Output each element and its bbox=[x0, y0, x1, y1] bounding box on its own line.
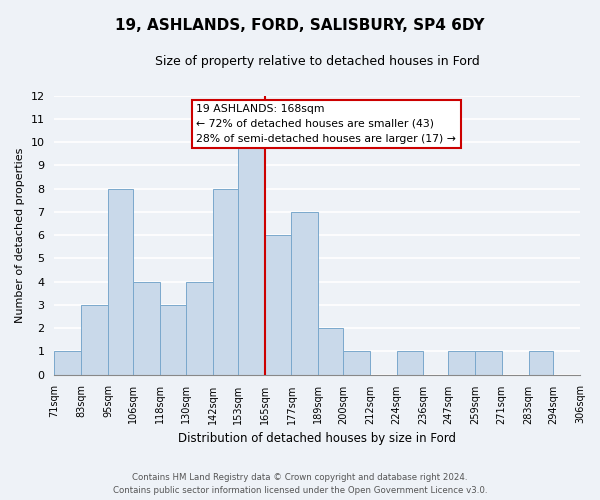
Text: 19, ASHLANDS, FORD, SALISBURY, SP4 6DY: 19, ASHLANDS, FORD, SALISBURY, SP4 6DY bbox=[115, 18, 485, 32]
Y-axis label: Number of detached properties: Number of detached properties bbox=[15, 148, 25, 323]
Bar bbox=[238, 142, 265, 374]
Bar bbox=[292, 212, 319, 374]
Text: Contains HM Land Registry data © Crown copyright and database right 2024.
Contai: Contains HM Land Registry data © Crown c… bbox=[113, 474, 487, 495]
Bar bbox=[81, 305, 108, 374]
Bar bbox=[133, 282, 160, 374]
X-axis label: Distribution of detached houses by size in Ford: Distribution of detached houses by size … bbox=[178, 432, 456, 445]
Bar bbox=[265, 235, 292, 374]
Bar bbox=[160, 305, 187, 374]
Bar bbox=[448, 352, 475, 374]
Bar bbox=[529, 352, 553, 374]
Title: Size of property relative to detached houses in Ford: Size of property relative to detached ho… bbox=[155, 55, 479, 68]
Bar bbox=[343, 352, 370, 374]
Bar bbox=[213, 188, 238, 374]
Text: 19 ASHLANDS: 168sqm
← 72% of detached houses are smaller (43)
28% of semi-detach: 19 ASHLANDS: 168sqm ← 72% of detached ho… bbox=[196, 104, 456, 144]
Bar bbox=[580, 352, 600, 374]
Bar bbox=[475, 352, 502, 374]
Bar bbox=[397, 352, 424, 374]
Bar bbox=[319, 328, 343, 374]
Bar bbox=[108, 188, 133, 374]
Bar bbox=[55, 352, 81, 374]
Bar bbox=[187, 282, 213, 374]
